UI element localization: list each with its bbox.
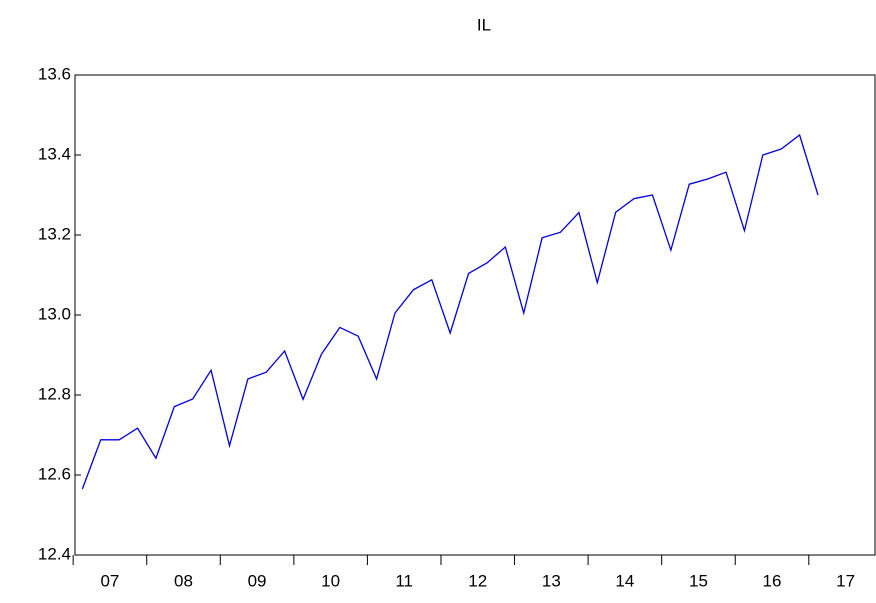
y-tick-label: 13.0	[38, 304, 71, 323]
x-tick-label: 13	[542, 571, 561, 590]
chart-title: IL	[477, 15, 491, 34]
x-tick-label: 08	[174, 571, 193, 590]
x-tick-label: 15	[689, 571, 708, 590]
line-series	[81, 133, 819, 490]
x-tick-label: 12	[468, 571, 487, 590]
x-tick-label: 17	[836, 571, 855, 590]
x-tick-label: 16	[763, 571, 782, 590]
y-tick-label: 12.4	[38, 544, 71, 563]
y-tick-label: 12.6	[38, 464, 71, 483]
x-tick-label: 09	[248, 571, 267, 590]
y-tick-label: 13.4	[38, 144, 71, 163]
x-tick-label: 14	[615, 571, 634, 590]
x-tick-label: 11	[395, 571, 413, 590]
x-tick-label: 07	[100, 571, 119, 590]
plot-frame	[74, 74, 876, 556]
y-tick-label: 13.2	[38, 224, 71, 243]
y-tick-label: 12.8	[38, 384, 71, 403]
x-tick-label: 10	[321, 571, 340, 590]
y-tick-label: 13.6	[38, 64, 71, 83]
